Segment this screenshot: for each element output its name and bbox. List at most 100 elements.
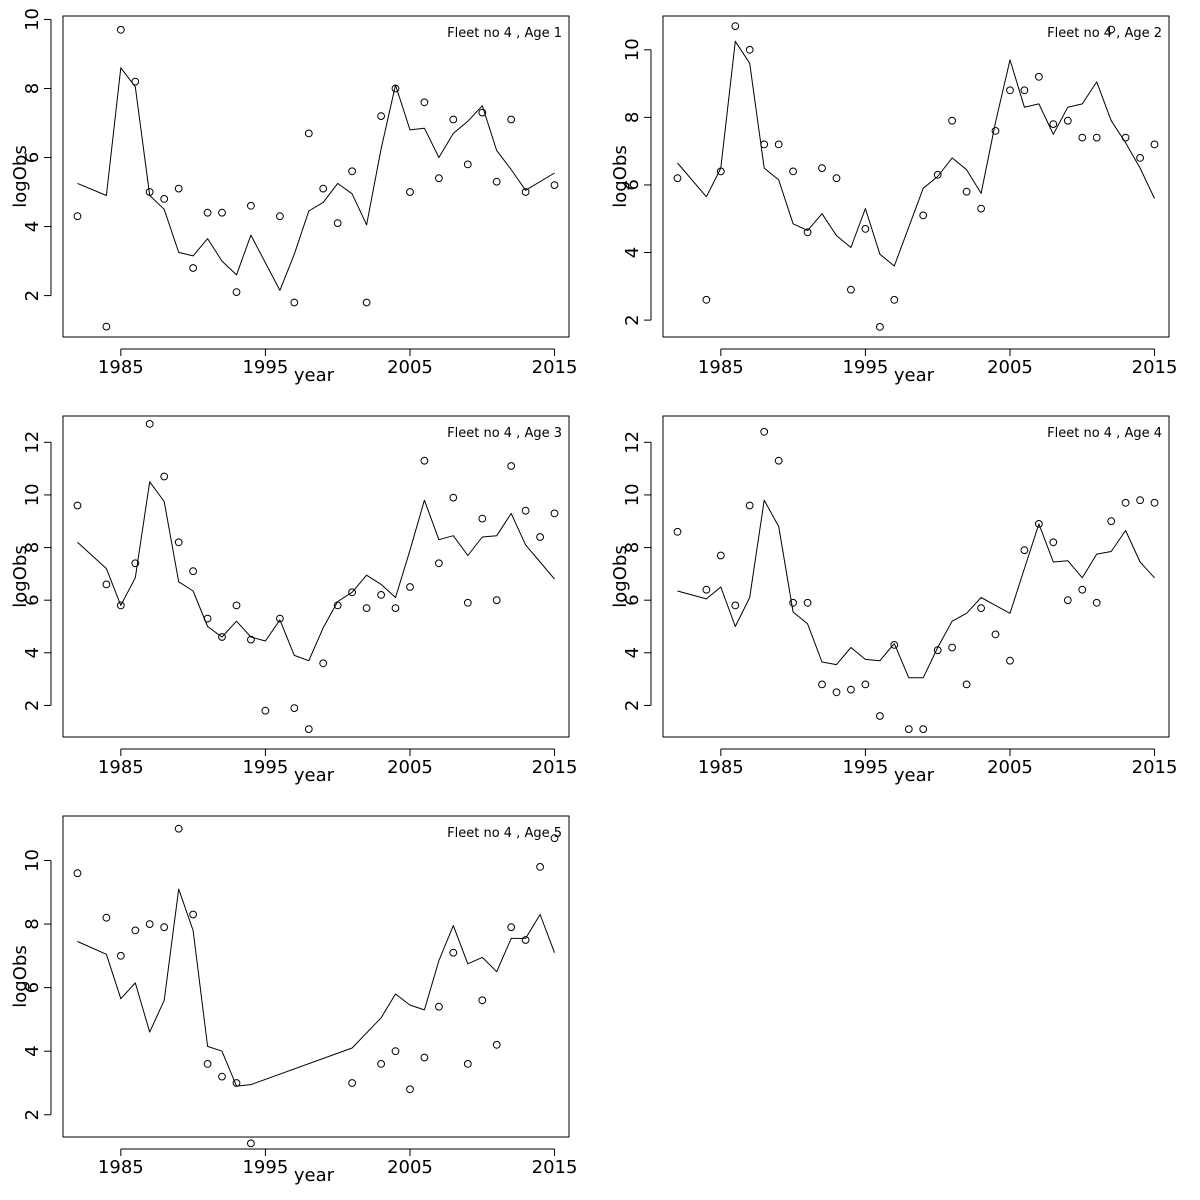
y-tick-label: 4 — [622, 647, 643, 658]
observation-point — [174, 184, 183, 193]
panel-4: 1985 1995 2005 2015 2 4 6 8 10 12 year logObs Fleet … — [610, 415, 1177, 786]
observation-point — [492, 596, 501, 605]
observation-point — [1107, 517, 1116, 526]
y-tick-label: 2 — [22, 1109, 43, 1120]
y-tick-label: 8 — [22, 542, 43, 553]
observation-point — [919, 725, 928, 733]
observation-point — [377, 112, 386, 120]
x-tick-label: 2005 — [987, 357, 1033, 378]
observation-point — [745, 501, 754, 510]
observation-point — [1150, 140, 1159, 149]
observation-point — [478, 108, 487, 117]
observation-point — [449, 493, 458, 502]
observation-point — [435, 1002, 443, 1011]
observation-point — [847, 685, 855, 694]
x-tick-label: 1995 — [842, 757, 888, 778]
observation-point — [1078, 133, 1087, 142]
observation-point — [876, 323, 884, 331]
panel-title: Fleet no 4 , Age 3 — [447, 426, 562, 441]
observation-point — [348, 1079, 357, 1087]
observation-point — [1020, 546, 1029, 555]
observation-point — [463, 598, 472, 607]
plot-frame — [62, 815, 570, 1138]
observation-point — [521, 506, 530, 515]
panel-title: Fleet no 4 , Age 2 — [1047, 26, 1162, 41]
observation-point — [521, 188, 530, 196]
y-tick-label: 8 — [22, 83, 43, 94]
panel-title: Fleet no 4 , Age 5 — [447, 826, 562, 841]
y-axis-title: logObs — [10, 545, 31, 607]
x-tick-label: 2005 — [387, 357, 433, 378]
observation-point — [1136, 496, 1144, 505]
x-tick-label: 1995 — [242, 757, 288, 778]
y-tick-label: 10 — [22, 483, 43, 506]
plot-frame — [62, 415, 570, 738]
observation-point — [1092, 598, 1101, 607]
observation-point — [116, 25, 125, 34]
observation-point — [406, 188, 414, 196]
observation-point — [304, 725, 313, 733]
observation-point — [550, 181, 559, 190]
x-tick-label: 2015 — [532, 357, 578, 378]
x-tick-label: 1985 — [98, 1157, 144, 1178]
observation-point — [890, 295, 899, 304]
observation-point — [550, 509, 559, 518]
observation-point — [861, 680, 870, 689]
observation-point — [818, 680, 826, 689]
plot-frame — [62, 15, 570, 338]
x-axis-title: year — [894, 365, 935, 386]
observation-point — [333, 219, 342, 228]
observation-point — [492, 177, 501, 186]
panel-2: 1985 1995 2005 2015 2 4 6 8 10 year logObs Fleet no… — [610, 15, 1177, 386]
observation-point — [261, 706, 270, 715]
x-axis-title: year — [294, 1165, 335, 1186]
y-tick-label: 12 — [22, 431, 43, 454]
observation-point — [102, 580, 111, 589]
observation-point — [160, 195, 169, 203]
observation-point — [789, 167, 797, 176]
observation-point — [1049, 120, 1058, 128]
x-tick-label: 1995 — [242, 357, 288, 378]
observation-point — [673, 174, 682, 183]
y-tick-label: 6 — [622, 179, 643, 190]
observation-point — [832, 688, 841, 697]
observation-point — [362, 298, 371, 307]
observation-point — [449, 115, 458, 124]
observation-point — [391, 604, 400, 612]
observation-point — [904, 725, 913, 733]
observation-point — [362, 604, 371, 612]
observation-point — [463, 160, 472, 169]
observation-point — [174, 824, 183, 833]
x-tick-label: 2005 — [387, 757, 433, 778]
observation-point — [174, 538, 183, 547]
observation-point — [131, 559, 140, 568]
observation-point — [73, 501, 82, 510]
observation-point — [435, 174, 443, 183]
observation-point — [290, 704, 299, 712]
y-tick-label: 10 — [22, 849, 43, 872]
y-tick-label: 6 — [22, 594, 43, 605]
observation-point — [818, 164, 826, 173]
observation-point — [377, 591, 386, 599]
y-tick-label: 2 — [622, 700, 643, 711]
x-tick-label: 1985 — [698, 757, 744, 778]
observation-point — [247, 1139, 255, 1148]
observation-point — [745, 45, 754, 54]
observation-point — [449, 948, 458, 957]
observation-point — [507, 923, 516, 932]
observation-point — [304, 129, 313, 138]
y-tick-label: 6 — [22, 982, 43, 993]
observation-point — [933, 170, 942, 179]
observation-point — [116, 601, 125, 610]
observation-point — [463, 1060, 472, 1068]
observation-point — [1092, 133, 1101, 142]
observation-point — [1136, 154, 1144, 162]
observation-point — [406, 1085, 414, 1094]
observation-point — [789, 598, 797, 607]
y-tick-label: 10 — [22, 8, 43, 31]
x-tick-label: 1985 — [98, 357, 144, 378]
observation-point — [1150, 498, 1159, 507]
observation-point — [435, 559, 443, 568]
observation-point — [391, 1047, 400, 1056]
observation-point — [102, 322, 111, 331]
